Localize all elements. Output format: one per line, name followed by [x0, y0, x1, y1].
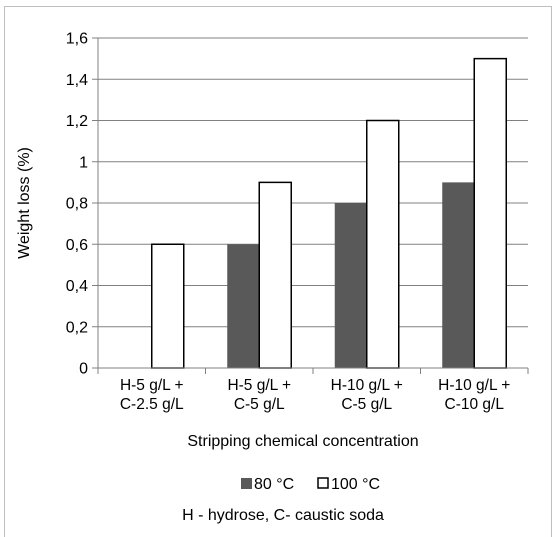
bar-100c	[151, 243, 185, 369]
legend: 80 °C 100 °C	[241, 476, 380, 493]
axes	[97, 38, 529, 374]
y-tick-label: 0,4	[66, 278, 88, 295]
bars	[151, 57, 507, 369]
y-tick-label: 1	[79, 154, 88, 171]
x-tick-label: C-5 g/L	[234, 396, 285, 413]
x-tick-label: H-10 g/L +	[331, 377, 403, 394]
legend-swatch-100c	[317, 477, 329, 489]
bar-80c	[227, 244, 260, 368]
x-tick-label: H-5 g/L +	[227, 377, 291, 394]
x-tick-label: C-5 g/L	[341, 396, 392, 413]
legend-label-80c: 80 °C	[254, 476, 294, 493]
y-tick-labels: 0 0,2 0,4 0,6 0,8 1 1,2 1,4 1,6	[66, 31, 88, 378]
x-tick-label: C-10 g/L	[445, 396, 505, 413]
y-tick-label: 0,8	[66, 196, 88, 213]
y-tick-label: 1,6	[66, 31, 88, 48]
y-tick-label: 1,4	[66, 72, 88, 89]
chart-frame	[4, 6, 552, 537]
footnote: H - hydrose, C- caustic soda	[182, 507, 384, 524]
x-tick-label: H-10 g/L +	[438, 377, 510, 394]
y-tick-label: 0,6	[66, 237, 88, 254]
x-tick-labels: H-5 g/L + C-2.5 g/L H-5 g/L + C-5 g/L H-10 g…	[120, 377, 511, 413]
bar-100c	[366, 119, 400, 369]
x-tick-label: H-5 g/L +	[120, 377, 184, 394]
y-tick-label: 0,2	[66, 319, 88, 336]
x-axis-title: Stripping chemical concentration	[187, 433, 418, 450]
y-tick-label: 1,2	[66, 113, 88, 130]
bar-80c	[442, 182, 475, 368]
y-tick-label: 0	[79, 361, 88, 378]
bar-100c	[258, 181, 292, 369]
bar-80c	[334, 203, 367, 368]
legend-swatch-80c	[241, 478, 252, 489]
bar-100c	[473, 57, 507, 369]
legend-label-100c: 100 °C	[331, 476, 380, 493]
y-axis-title: Weight loss (%)	[16, 147, 33, 259]
x-tick-label: C-2.5 g/L	[120, 396, 184, 413]
